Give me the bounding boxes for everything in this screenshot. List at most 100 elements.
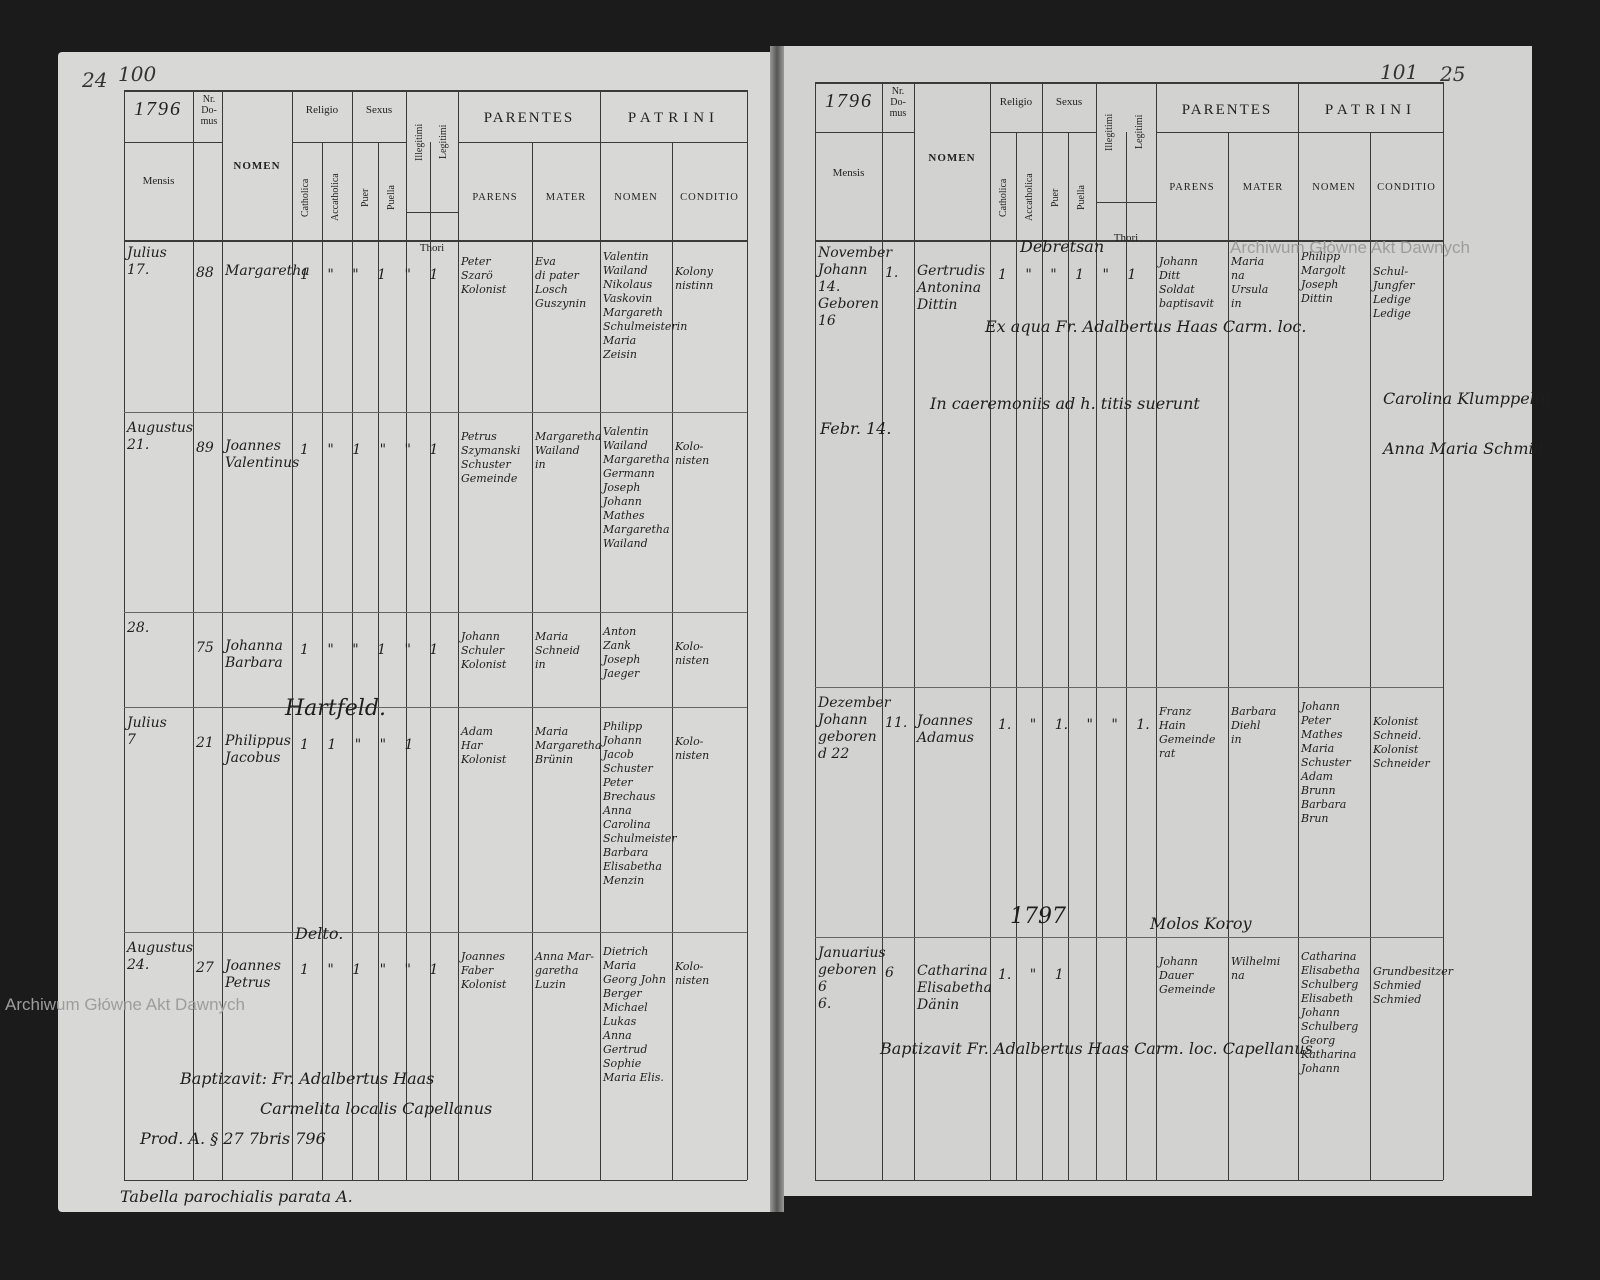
entry-nr-domus: 1. (885, 265, 899, 281)
entry-patrini-nomen: Catharina Elisabetha Schulberg Elisabeth… (1301, 950, 1360, 1075)
entry-conditio: Grundbesitzer Schmied Schmied (1373, 965, 1453, 1006)
header-rule (124, 142, 222, 143)
patrini-nomen-header: NOMEN (614, 192, 658, 203)
header-rule (406, 212, 458, 213)
entry-nomen: Joannes Valentinus (225, 438, 300, 471)
entry-parens: Adam Har Kolonist (461, 725, 507, 766)
column-rule (406, 90, 407, 1180)
entry-separator (124, 932, 747, 933)
column-rule (1156, 82, 1157, 1180)
patrini-header: PATRINI (627, 110, 720, 126)
book-gutter (770, 46, 784, 1212)
column-rule (292, 90, 293, 1180)
handwritten-note: Tabella parochialis parata A. (120, 1187, 353, 1206)
parens-header: PARENS (1169, 182, 1215, 193)
column-rule (600, 90, 601, 1180)
entry-mater: Margaretha Wailand in (535, 430, 602, 471)
entry-nr-domus: 89 (196, 440, 214, 456)
table-bottom-rule (124, 1180, 747, 1181)
entry-nr-domus: 88 (196, 265, 214, 281)
header-bottom-rule (815, 240, 1443, 242)
sexus-header: Sexus (365, 104, 393, 116)
column-rule (1096, 82, 1097, 1180)
handwritten-note: In caeremoniis ad h. titis suerunt (930, 394, 1200, 413)
illegitimi-header: Illegitimi (414, 123, 425, 161)
column-rule (1298, 82, 1299, 1180)
column-rule (1228, 132, 1229, 1180)
left-page (58, 52, 780, 1212)
handwritten-note: Debretsan (1020, 237, 1105, 256)
entry-parens: Petrus Szymanski Schuster Gemeinde (461, 430, 521, 485)
entry-parens: Joannes Faber Kolonist (461, 950, 507, 991)
conditio-header: CONDITIO (1377, 182, 1436, 193)
handwritten-note: Ex aqua Fr. Adalbertus Haas Carm. loc. (985, 317, 1307, 336)
column-rule (815, 82, 816, 1180)
entry-patrini-nomen: Philipp Margolt Joseph Dittin (1301, 250, 1346, 305)
handwritten-note: Baptizavit: Fr. Adalbertus Haas (180, 1069, 435, 1088)
handwritten-note: Carmelita localis Capellanus (260, 1099, 493, 1118)
puer-header: Puer (360, 188, 371, 207)
entry-patrini-nomen: Valentin Wailand Nikolaus Vaskovin Marga… (603, 250, 688, 361)
entry-mater: Anna Mar- garetha Luzin (535, 950, 594, 991)
entry-marks: 1 " 1 " " 1 (300, 442, 439, 458)
conditio-header: CONDITIO (680, 192, 739, 203)
puella-header: Puella (1076, 185, 1087, 210)
handwritten-note: Anna Maria Schmid (1383, 439, 1544, 458)
column-rule (193, 90, 194, 1180)
thori-header: Thori (1113, 232, 1139, 244)
handwritten-note: Hartfeld. (285, 696, 386, 721)
column-rule (914, 82, 915, 1180)
entry-marks: 1 " " 1 " 1 (998, 267, 1137, 283)
acatholica-header: Accatholica (330, 173, 341, 222)
entry-nomen: Margaretha (225, 263, 310, 279)
thori-header: Thori (419, 242, 445, 254)
entry-mensis: Julius 17. (127, 245, 167, 278)
entry-mensis: Augustus 24. (127, 940, 194, 973)
entry-nr-domus: 75 (196, 640, 214, 656)
entry-parens: Peter Szarö Kolonist (461, 255, 507, 296)
nr-domus-header: Nr. Do-mus (200, 94, 218, 127)
religio-header: Religio (305, 104, 339, 116)
header-rule (292, 142, 406, 143)
column-rule (882, 82, 883, 1180)
column-rule (378, 142, 379, 1180)
acatholica-header: Accatholica (1024, 173, 1035, 222)
header-rule (1156, 132, 1443, 133)
entry-patrini-nomen: Valentin Wailand Margaretha Germann Jose… (603, 425, 670, 550)
entry-nomen: Philippus Jacobus (225, 733, 291, 766)
mater-header: MATER (1242, 182, 1284, 193)
entry-marks: 1 1 " " 1 (300, 737, 414, 753)
puella-header: Puella (386, 185, 397, 210)
entry-marks: 1. " 1 (998, 967, 1064, 983)
puer-header: Puer (1050, 188, 1061, 207)
column-rule (1126, 132, 1127, 1180)
column-rule (322, 142, 323, 1180)
column-rule (458, 90, 459, 1180)
header-rule (990, 132, 1096, 133)
entry-conditio: Kolo- nisten (675, 960, 710, 987)
entry-mensis: Dezember Johann geboren d 22 (818, 695, 891, 762)
entry-conditio: Kolony nistinn (675, 265, 714, 292)
archive-watermark: Archiwum Główne Akt Dawnych (1230, 238, 1470, 257)
page-number: 24 (82, 68, 108, 92)
catholica-header: Catholica (998, 178, 1009, 217)
entry-mensis: Augustus 21. (127, 420, 194, 453)
entry-mater: Maria Schneid in (535, 630, 580, 671)
nr-domus-header: Nr. Do-mus (889, 86, 907, 119)
handwritten-note: Carolina Klumppelin (1383, 389, 1551, 408)
entry-patrini-nomen: Philipp Johann Jacob Schuster Peter Brec… (603, 720, 677, 887)
sexus-header: Sexus (1055, 96, 1083, 108)
entry-conditio: Kolo- nisten (675, 640, 710, 667)
page-number: 25 (1440, 62, 1466, 86)
entry-patrini-nomen: Johann Peter Mathes Maria Schuster Adam … (1301, 700, 1351, 825)
header-rule (1096, 202, 1156, 203)
entry-parens: Franz Hain Gemeinde rat (1159, 705, 1216, 760)
entry-nr-domus: 21 (196, 735, 214, 751)
entry-mensis: Julius 7 (127, 715, 167, 748)
legitimi-header: Legitimi (438, 124, 449, 160)
page-number: 101 (1380, 60, 1419, 84)
entry-mensis: November Johann 14. Geboren 16 (818, 245, 893, 329)
entry-patrini-nomen: Dietrich Maria Georg John Berger Michael… (603, 945, 666, 1084)
entry-nomen: Catharina Elisabetha Dänin (917, 963, 992, 1013)
entry-separator (815, 937, 1443, 938)
